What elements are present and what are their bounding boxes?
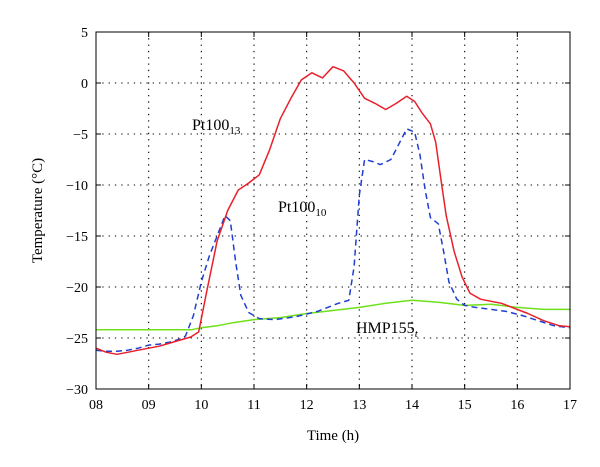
series-layer xyxy=(95,65,571,356)
series-line-pt100-10 xyxy=(95,128,571,353)
tick-labels: 08 09 10 11 12 13 14 15 16 17 −30 −25 −20 −15 −10 −5 0 5 xyxy=(66,26,577,413)
x-tick-label: 14 xyxy=(405,398,419,413)
y-tick-label: −15 xyxy=(66,230,88,245)
y-tick-label: −20 xyxy=(66,281,88,296)
series-annotation: Pt10013 xyxy=(192,117,241,137)
annotation-base: HMP155 xyxy=(356,320,415,337)
y-tick-label: −25 xyxy=(66,332,88,347)
annotation-subscript: t xyxy=(415,328,419,340)
x-tick-label: 17 xyxy=(563,398,577,413)
x-axis-label: Time (h) xyxy=(307,428,359,444)
annotation-subscript: 13 xyxy=(229,125,241,137)
x-tick-label: 09 xyxy=(142,398,156,413)
y-tick-label: −30 xyxy=(66,383,88,398)
y-tick-label: 0 xyxy=(81,77,88,92)
x-tick-label: 11 xyxy=(247,398,260,413)
y-axis-label: Temperature (°C) xyxy=(30,158,46,263)
x-tick-label: 13 xyxy=(352,398,366,413)
grid-lines xyxy=(96,32,570,389)
x-tick-label: 08 xyxy=(89,398,103,413)
y-tick-label: −5 xyxy=(73,128,88,143)
series-annotation: HMP155t xyxy=(356,320,419,340)
annotation-base: Pt100 xyxy=(192,117,229,134)
x-tick-label: 15 xyxy=(458,398,472,413)
plot-frame xyxy=(95,31,571,390)
series-annotation: Pt10010 xyxy=(278,199,327,219)
x-tick-label: 12 xyxy=(300,398,314,413)
annotation-subscript: 10 xyxy=(315,207,327,219)
x-tick-label: 10 xyxy=(194,398,208,413)
series-line-pt100-13 xyxy=(95,65,571,356)
y-tick-label: 5 xyxy=(81,26,88,41)
y-tick-label: −10 xyxy=(66,179,88,194)
x-tick-label: 16 xyxy=(510,398,524,413)
axis-ticks xyxy=(95,31,571,390)
series-line-hmp155-t xyxy=(96,299,570,331)
annotation-base: Pt100 xyxy=(278,199,315,216)
